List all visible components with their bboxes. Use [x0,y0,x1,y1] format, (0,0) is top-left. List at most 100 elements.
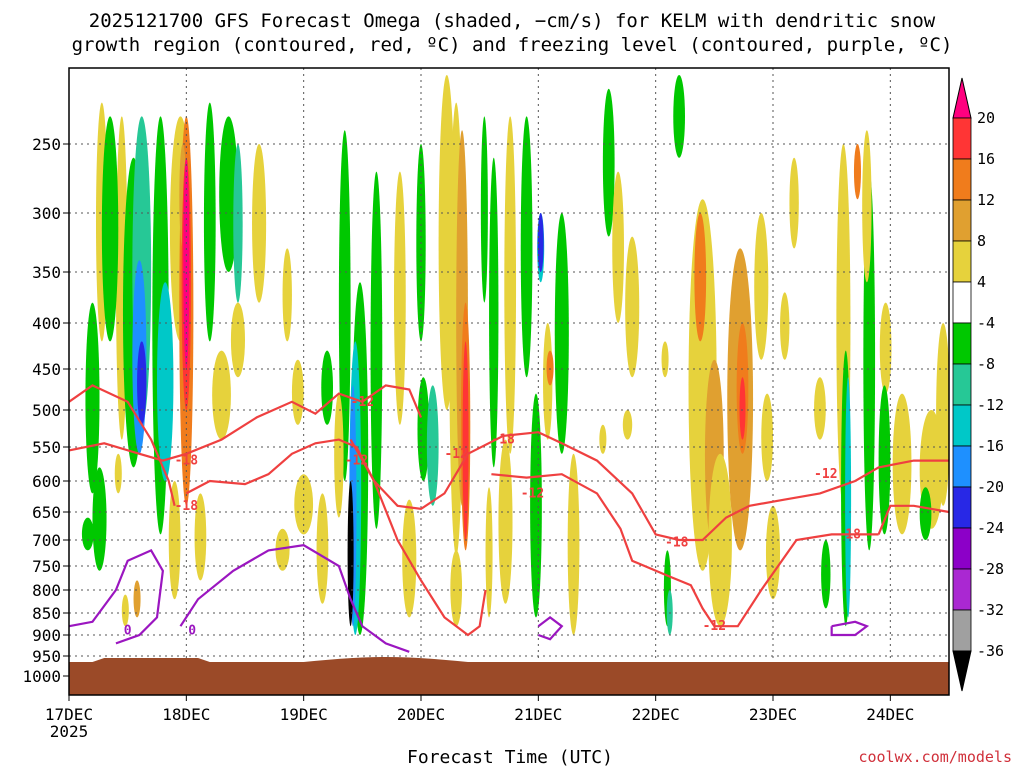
omega-cell [321,350,333,425]
omega-cell [157,282,174,481]
omega-cell [661,341,669,378]
colorbar-label: -24 [977,519,1004,537]
y-tick-label: 650 [32,503,61,522]
colorbar-label: -32 [977,601,1004,619]
x-tick-label: 24DEC [866,705,914,724]
omega-cell [520,116,533,378]
contour-label-red: -12 [703,619,726,634]
contour-minus-12-a [68,384,176,507]
contour-label-red: -12 [351,395,374,410]
omega-cell [450,550,463,627]
omega-cell [101,116,119,342]
y-tick-label: 600 [32,472,61,491]
x-tick-label: 23DEC [749,705,797,724]
colorbar-segment [952,322,972,365]
colorbar-segment [952,281,972,324]
contour-minus-12-e [877,504,950,535]
contour-label-red: -18 [665,536,689,551]
omega-cell [338,130,351,481]
omega-cell [789,157,799,249]
omega-cell [765,505,781,600]
colorbar-label: 8 [977,232,986,250]
omega-cell [489,157,499,468]
contour-label-red: -12 [521,486,544,501]
colorbar-label: 20 [977,109,995,127]
colorbar-label: 4 [977,273,986,291]
omega-cell [708,453,732,627]
colorbar-segment [952,445,972,488]
credit-text: coolwx.com/models [858,748,1012,766]
omega-cell [919,487,932,540]
omega-cell [417,377,430,481]
contour-label-red: -12 [444,447,467,462]
omega-cell [761,393,774,481]
contour-minus-12-c [349,439,487,637]
plot-frame [68,67,950,696]
omega-cell [739,377,746,440]
omega-cell [85,302,100,494]
colorbar-label: -4 [977,314,995,332]
plot-area [81,75,949,635]
colorbar-segment [952,486,972,529]
omega-cell [121,594,129,627]
omega-cell [622,410,633,440]
colorbar-label: -16 [977,437,1004,455]
contour-label-red: -18 [175,454,199,469]
omega-cell [504,116,517,454]
omega-cell [92,467,107,571]
omega-cell [316,493,329,604]
omega-cell [554,213,569,454]
x-tick-label: 21DEC [514,705,562,724]
omega-cell [137,341,147,425]
contour-label-red: -18 [491,433,515,448]
x-tick-label: 19DEC [280,705,328,724]
colorbar-label: -20 [977,478,1004,496]
omega-cell [168,480,181,600]
omega-cell [599,424,607,454]
y-tick-label: 1000 [22,667,61,686]
omega-cell [936,323,949,506]
omega-cell [219,116,238,272]
chart-title-line-1: 2025121700 GFS Forecast Omega (shaded, −… [89,10,936,32]
contour-zero-c [537,616,564,641]
colorbar-label: -12 [977,396,1004,414]
omega-cell [275,528,290,571]
y-tick-label: 550 [32,438,61,457]
colorbar-segment [952,199,972,242]
contour-label-purple: 0 [124,624,132,639]
y-tick-label: 800 [32,581,61,600]
colorbar-label: -28 [977,560,1004,578]
x-tick-label: 20DEC [397,705,445,724]
colorbar-label: -8 [977,355,995,373]
omega-cell [133,580,141,618]
omega-cell [114,453,122,494]
colorbar-bottom-arrow [952,650,972,692]
y-tick-label: 500 [32,401,61,420]
omega-cell [567,453,580,635]
grid [69,68,949,695]
x-tick-label: 17DEC [45,705,93,724]
omega-shading [81,75,949,635]
colorbar-segment [952,568,972,611]
colorbar-label: 12 [977,191,995,209]
contour-minus-12-d [491,473,879,628]
omega-cell [230,302,246,378]
omega-cell [81,517,94,551]
omega-cell [233,144,243,303]
contour-zero-d [830,620,870,637]
colorbar-label: -36 [977,642,1004,660]
y-tick-label: 950 [32,647,61,666]
omega-cell [879,302,892,394]
y-tick-label: 250 [32,135,61,154]
contour-zero-a [68,548,165,645]
omega-cell [602,88,615,237]
x-year-label: 2025 [50,722,89,741]
contour-label-purple: 0 [188,624,196,639]
omega-cell [892,393,912,535]
omega-cell [780,292,790,360]
omega-cell [462,341,469,540]
omega-cell [530,393,542,618]
terrain-fill [69,657,949,695]
contour-zero-b [179,544,410,653]
